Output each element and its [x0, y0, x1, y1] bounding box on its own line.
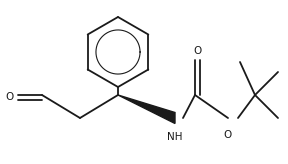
Text: O: O — [224, 130, 232, 140]
Text: NH: NH — [167, 132, 183, 142]
Polygon shape — [118, 95, 175, 123]
Text: O: O — [6, 92, 14, 102]
Text: O: O — [193, 46, 201, 56]
